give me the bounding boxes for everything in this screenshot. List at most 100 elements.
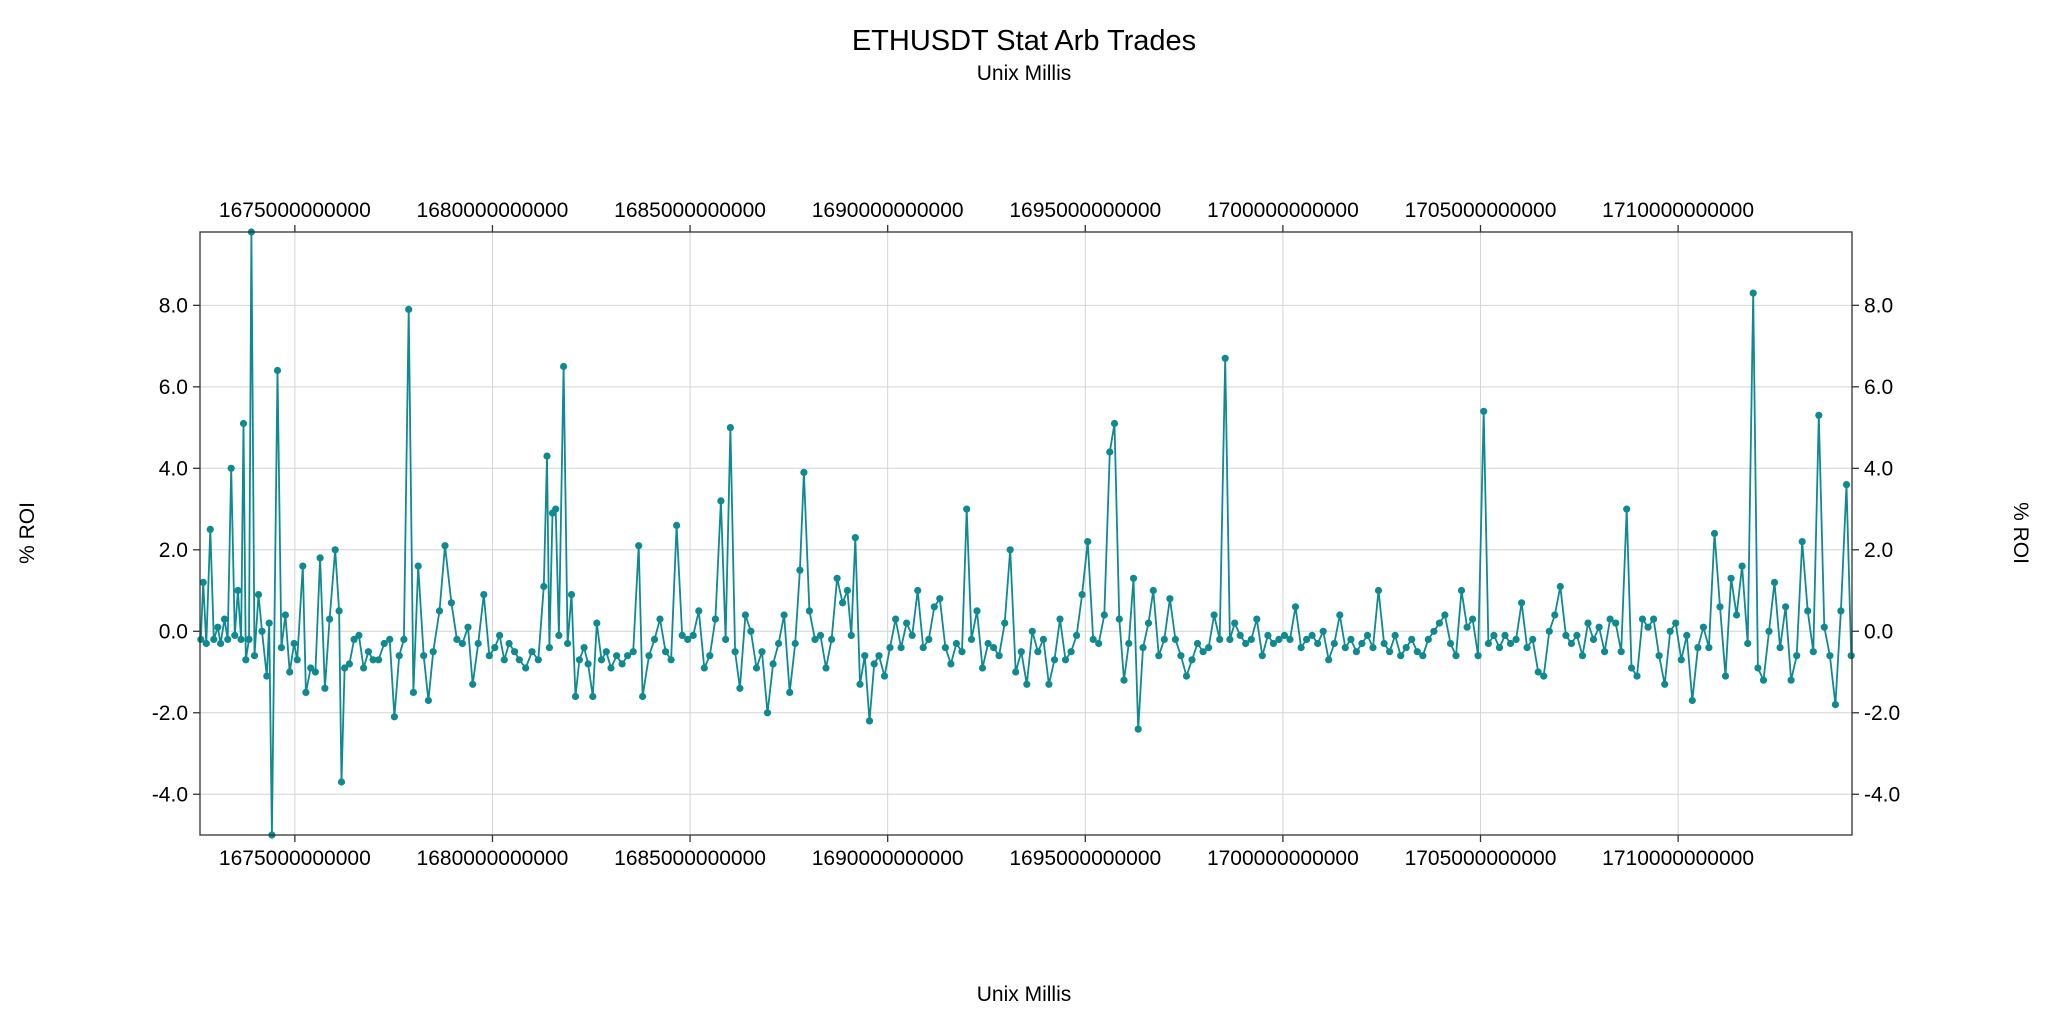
data-point: [242, 656, 250, 664]
x-tick-label-bottom: 1705000000000: [1405, 847, 1557, 870]
data-point: [1199, 648, 1207, 656]
data-point: [1171, 635, 1179, 644]
data-point: [1413, 648, 1421, 656]
data-point: [613, 652, 621, 660]
data-point: [908, 631, 916, 640]
data-point: [414, 562, 422, 570]
data-point: [958, 648, 966, 656]
data-point: [435, 607, 444, 615]
data-point: [290, 639, 298, 648]
data-point: [1650, 615, 1658, 623]
data-point: [897, 644, 905, 652]
data-point: [331, 546, 339, 554]
data-point: [510, 648, 519, 656]
data-point: [1710, 529, 1719, 538]
data-point: [395, 652, 403, 660]
data-point: [645, 652, 653, 660]
data-point: [1831, 701, 1839, 709]
data-point: [580, 644, 588, 652]
data-point: [1073, 631, 1081, 640]
data-point: [593, 619, 601, 627]
data-point: [1469, 615, 1477, 623]
data-point: [726, 424, 735, 432]
data-point: [865, 717, 874, 725]
data-point: [919, 644, 927, 652]
data-point: [1534, 668, 1542, 676]
data-point: [265, 619, 273, 627]
data-point: [1391, 631, 1399, 640]
x-tick-label-bottom: 1680000000000: [417, 847, 569, 870]
data-point: [321, 684, 329, 692]
x-tick-label-top: 1710000000000: [1602, 199, 1754, 222]
data-point: [839, 599, 847, 607]
data-point: [667, 656, 675, 664]
y-tick-label-left: -2.0: [152, 702, 188, 725]
data-point: [875, 652, 883, 660]
data-point: [326, 615, 334, 623]
data-point: [1842, 481, 1851, 489]
data-point: [1495, 644, 1504, 652]
data-point: [930, 603, 938, 611]
data-point: [360, 664, 368, 672]
data-point: [1034, 648, 1042, 656]
data-point: [1727, 574, 1735, 582]
data-point: [1562, 631, 1570, 640]
data-point: [607, 664, 615, 672]
data-point: [1231, 619, 1239, 627]
data-point: [1050, 656, 1059, 664]
data-point: [602, 648, 610, 656]
data-point: [1363, 631, 1372, 640]
data-point: [963, 505, 971, 513]
data-point: [311, 668, 319, 676]
data-point: [1155, 652, 1163, 660]
data-point: [584, 660, 592, 668]
data-point: [936, 595, 944, 603]
data-point: [400, 635, 408, 644]
data-point: [1369, 644, 1377, 652]
data-point: [1655, 652, 1663, 660]
data-point: [1644, 623, 1652, 631]
data-point: [1501, 631, 1509, 640]
data-point: [828, 635, 836, 644]
data-point: [227, 464, 235, 472]
data-point: [231, 631, 239, 640]
data-point: [811, 635, 819, 644]
data-point: [1506, 639, 1515, 648]
data-point: [1236, 631, 1244, 640]
data-point: [337, 778, 346, 786]
data-point: [1716, 603, 1724, 611]
data-point: [575, 656, 584, 664]
y-axis-label-right: % ROI: [2009, 502, 2032, 564]
data-point: [1291, 603, 1300, 611]
data-point: [1039, 635, 1047, 644]
data-point: [545, 644, 554, 652]
y-tick-label-right: 2.0: [1864, 539, 1893, 562]
data-point: [1733, 611, 1741, 619]
data-point: [925, 635, 933, 644]
data-point: [567, 591, 576, 599]
data-point: [1177, 652, 1185, 660]
data-point: [560, 362, 568, 371]
data-point: [220, 615, 229, 623]
data-point: [1847, 652, 1855, 660]
data-point: [1115, 615, 1123, 623]
x-tick-label-top: 1695000000000: [1009, 199, 1161, 222]
data-point: [635, 542, 643, 550]
data-point: [886, 644, 894, 652]
data-point: [1770, 578, 1779, 587]
data-point: [629, 648, 637, 656]
data-point: [224, 635, 232, 644]
data-point: [1595, 623, 1603, 631]
data-point: [1480, 407, 1488, 415]
data-point: [1820, 623, 1828, 631]
data-point: [700, 664, 708, 672]
data-point: [656, 615, 664, 623]
data-point: [555, 631, 563, 640]
data-point: [1386, 648, 1394, 656]
x-tick-label-bottom: 1685000000000: [614, 847, 766, 870]
data-point: [464, 623, 472, 631]
data-point: [1358, 639, 1366, 648]
data-point: [851, 534, 859, 542]
data-point: [302, 688, 310, 697]
